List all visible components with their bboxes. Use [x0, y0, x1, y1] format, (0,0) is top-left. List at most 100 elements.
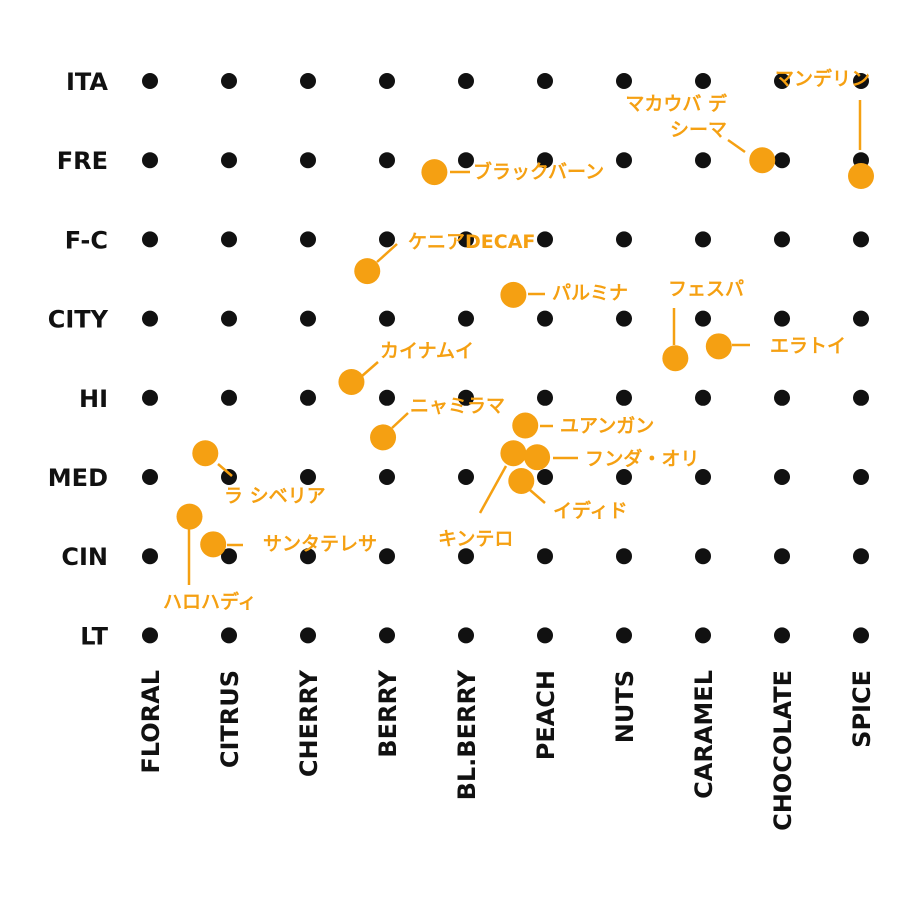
grid-dot [221, 231, 237, 248]
leader-line [361, 361, 379, 377]
grid-dot [774, 152, 790, 169]
x-tick-label: PEACH [532, 670, 560, 760]
leader-line [529, 489, 546, 504]
grid-dot [142, 152, 158, 169]
point-label: ラ シベリア [224, 485, 326, 507]
grid-dot [221, 548, 237, 565]
point-label: サンタテレサ [263, 533, 377, 555]
point-label: カイナムイ [380, 340, 474, 362]
leader-line [478, 465, 508, 514]
grid-dot [774, 469, 790, 485]
data-point [176, 503, 203, 530]
leader-line [727, 138, 746, 154]
grid-dot [537, 548, 553, 565]
data-point [848, 163, 874, 190]
grid-dot [221, 310, 237, 327]
data-point [354, 258, 381, 285]
grid-dot [300, 469, 316, 485]
grid-dot [616, 73, 632, 89]
x-tick-label: CHERRY [295, 669, 323, 777]
grid-dot [616, 310, 632, 327]
grid-dot [142, 310, 158, 327]
grid-dot [537, 310, 553, 327]
grid-dot [695, 627, 711, 644]
data-point [370, 424, 397, 451]
grid-dot [774, 310, 790, 327]
grid-dot [379, 152, 395, 169]
grid-dot [853, 231, 869, 248]
grid-dot [379, 231, 395, 248]
grid-dot [774, 627, 790, 644]
leader-line [376, 243, 398, 263]
grid-dots [142, 73, 869, 644]
grid-dot [142, 469, 158, 485]
grid-dot [458, 548, 474, 565]
x-tick-label: CHOCOLATE [769, 670, 797, 831]
grid-dot [221, 627, 237, 644]
point-label: エラトイ [770, 335, 846, 357]
grid-dot [142, 73, 158, 89]
grid-dot [774, 389, 790, 406]
x-tick-label: BL.BERRY [453, 669, 481, 800]
grid-dot [616, 389, 632, 406]
grid-dot [379, 548, 395, 565]
grid-dot [853, 548, 869, 565]
grid-dot [695, 548, 711, 565]
grid-dot [695, 73, 711, 89]
point-label: キンテロ [438, 528, 513, 550]
y-axis-labels: ITA FRE F-C CITY HI MED CIN LT [48, 68, 109, 650]
data-point [749, 147, 776, 174]
grid-dot [853, 469, 869, 485]
grid-dot [616, 152, 632, 169]
x-tick-label: CARAMEL [690, 670, 718, 799]
grid-dot [458, 627, 474, 644]
y-tick-label: ITA [66, 68, 108, 96]
data-point [338, 368, 365, 395]
y-tick-label: HI [79, 385, 108, 413]
data-point [512, 412, 539, 439]
grid-dot [616, 231, 632, 248]
grid-dot [142, 627, 158, 644]
grid-dot [695, 231, 711, 248]
grid-dot [853, 389, 869, 406]
point-label: ユアンガン [560, 415, 654, 437]
grid-dot [379, 389, 395, 406]
grid-dot [221, 73, 237, 89]
grid-dot [458, 152, 474, 169]
grid-dot [537, 389, 553, 406]
grid-dot [616, 548, 632, 565]
grid-dot [300, 548, 316, 565]
grid-dot [142, 548, 158, 565]
x-axis-labels: FLORAL CITRUS CHERRY BERRY BL.BERRY PEACH NUTS… [137, 669, 876, 831]
x-tick-label: CITRUS [216, 670, 244, 768]
data-point [421, 159, 448, 186]
point-label: ケニアDECAF [408, 231, 535, 253]
x-tick-label: FLORAL [137, 670, 165, 774]
y-tick-label: MED [48, 464, 108, 492]
grid-dot [458, 389, 474, 406]
grid-dot [458, 231, 474, 248]
point-label: ハロハディ [163, 590, 257, 613]
grid-dot [695, 152, 711, 169]
grid-dot [537, 231, 553, 248]
point-label: マカウバ デシーマ [625, 92, 728, 141]
grid-dot [695, 469, 711, 485]
y-tick-label: CIN [61, 543, 108, 571]
grid-dot [300, 152, 316, 169]
grid-dot [616, 627, 632, 644]
grid-dot [458, 73, 474, 89]
grid-dot [774, 548, 790, 565]
grid-dot [142, 231, 158, 248]
grid-dot [458, 310, 474, 327]
point-label: イディド [553, 499, 628, 522]
data-point [705, 333, 732, 360]
grid-dot [458, 469, 474, 485]
grid-dot [774, 231, 790, 248]
point-label: ニャミラマ [410, 395, 505, 417]
grid-dot [300, 310, 316, 327]
grid-dot [221, 152, 237, 169]
grid-dot [300, 389, 316, 406]
grid-dot [774, 73, 790, 89]
